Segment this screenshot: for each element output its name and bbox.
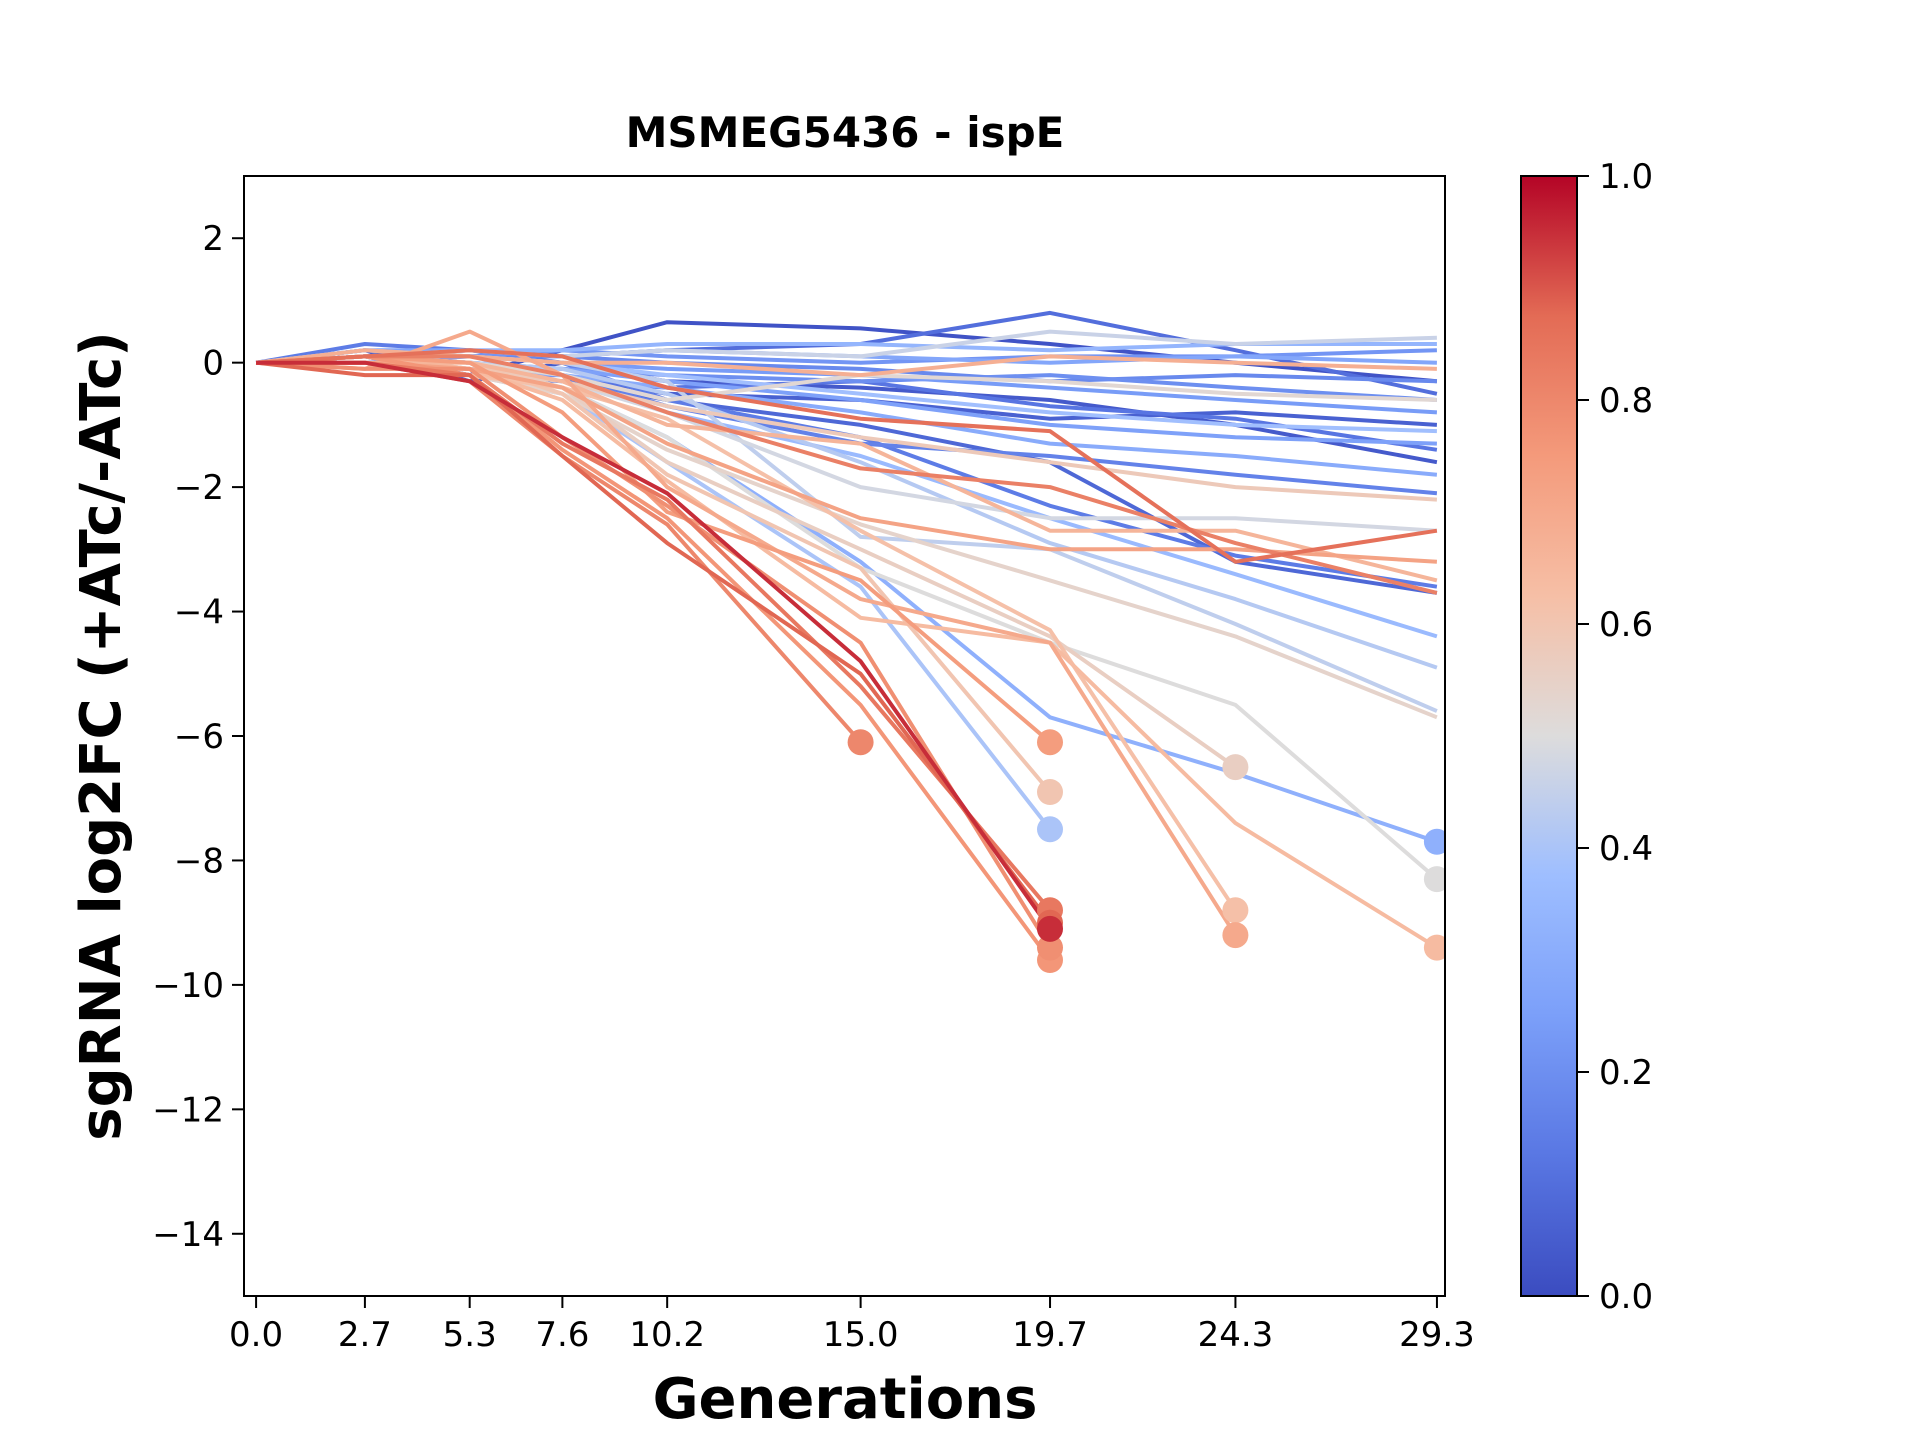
series-line-36 bbox=[256, 360, 1438, 564]
x-tick-label: 24.3 bbox=[1198, 1315, 1274, 1355]
series-end-marker-40 bbox=[847, 729, 874, 756]
series-line-43 bbox=[255, 348, 1438, 564]
series-end-marker-20 bbox=[1037, 816, 1063, 843]
series-line-45 bbox=[256, 360, 1052, 931]
colorbar-ticks: 0.0 0.2 0.4 0.6 0.8 1.0 bbox=[1577, 157, 1653, 1317]
marker-layer bbox=[847, 729, 1445, 973]
series-end-marker-37 bbox=[1037, 729, 1063, 756]
x-tick-label: 19.7 bbox=[1012, 1315, 1088, 1355]
x-tick-label: 2.7 bbox=[338, 1315, 392, 1355]
chart-title: MSMEG5436 - ispE bbox=[626, 108, 1065, 157]
series-line-41 bbox=[255, 354, 1438, 595]
colorbar bbox=[1520, 175, 1578, 1297]
series-line-34 bbox=[255, 348, 1437, 378]
y-axis-ticks: 2 0 −2 −4 −6 −8 −10 −12 −14 bbox=[152, 219, 244, 1255]
series-layer bbox=[255, 310, 1439, 962]
colorbar-tick-label: 1.0 bbox=[1599, 157, 1653, 197]
x-tick-label: 7.6 bbox=[535, 1315, 589, 1355]
series-line-32 bbox=[255, 354, 1438, 950]
colorbar-tick-label: 0.6 bbox=[1599, 605, 1653, 645]
series-end-marker-25 bbox=[1423, 866, 1445, 893]
y-tick-label: 0 bbox=[202, 344, 224, 384]
x-axis-ticks: 0.0 2.7 5.3 7.6 10.2 15.0 19.7 24.3 29.3 bbox=[229, 1296, 1475, 1355]
x-tick-label: 5.3 bbox=[443, 1315, 497, 1355]
series-end-marker-45 bbox=[1037, 915, 1063, 942]
x-tick-label: 29.3 bbox=[1399, 1315, 1475, 1355]
y-tick-label: −4 bbox=[174, 593, 224, 633]
y-tick-label: −12 bbox=[152, 1090, 224, 1130]
y-tick-label: −6 bbox=[174, 717, 224, 757]
series-end-marker-39 bbox=[1037, 934, 1063, 961]
y-tick-label: −8 bbox=[174, 841, 224, 881]
colorbar-tick-label: 0.0 bbox=[1599, 1277, 1653, 1317]
x-tick-label: 15.0 bbox=[823, 1315, 899, 1355]
y-tick-label: −14 bbox=[152, 1215, 224, 1255]
colorbar-tick-label: 0.4 bbox=[1599, 829, 1653, 869]
series-end-marker-35 bbox=[1222, 922, 1249, 949]
colorbar-tick-label: 0.8 bbox=[1599, 381, 1653, 421]
y-tick-label: 2 bbox=[202, 219, 224, 259]
series-line-44 bbox=[255, 360, 1052, 924]
colorbar-tick-label: 0.2 bbox=[1599, 1053, 1653, 1093]
y-tick-label: −10 bbox=[152, 966, 224, 1006]
x-axis-title: Generations bbox=[653, 1367, 1038, 1432]
series-line-22 bbox=[255, 348, 1438, 713]
y-tick-label: −2 bbox=[174, 468, 224, 508]
y-axis-title: sgRNA log2FC (+ATc/-ATc) bbox=[69, 331, 134, 1141]
series-end-marker-16 bbox=[1423, 828, 1445, 855]
series-end-marker-31 bbox=[1222, 897, 1249, 924]
x-tick-label: 10.2 bbox=[629, 1315, 705, 1355]
series-end-marker-32 bbox=[1423, 934, 1445, 961]
x-tick-label: 0.0 bbox=[229, 1315, 283, 1355]
series-end-marker-28 bbox=[1222, 754, 1249, 781]
series-end-marker-30 bbox=[1037, 779, 1063, 805]
